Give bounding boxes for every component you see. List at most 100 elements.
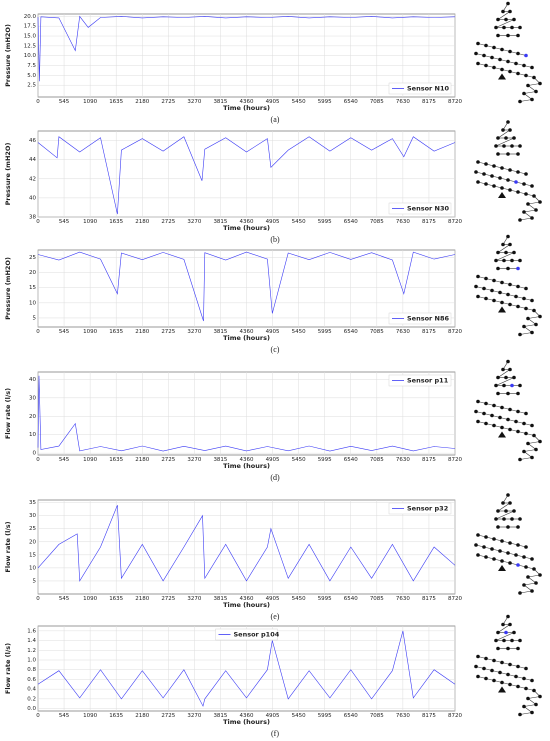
node — [492, 403, 496, 408]
node — [518, 218, 522, 222]
x-tick-label: 0 — [36, 596, 40, 602]
x-axis-label: Time (hours) — [223, 462, 270, 470]
node — [496, 391, 500, 396]
reservoir — [498, 565, 506, 571]
legend-label: Sensor N86 — [407, 315, 449, 323]
node — [530, 589, 534, 593]
node — [502, 383, 506, 388]
x-tick-label: 7630 — [396, 329, 410, 335]
caption: (a) — [271, 115, 280, 124]
node — [532, 308, 536, 313]
legend-label: Sensor p104 — [234, 631, 280, 639]
x-tick-label: 6540 — [344, 329, 358, 335]
node — [494, 258, 498, 263]
node — [484, 162, 488, 166]
node — [512, 136, 516, 140]
node — [532, 433, 536, 438]
pipe — [519, 332, 533, 335]
x-tick-label: 8720 — [448, 329, 462, 335]
node — [500, 405, 504, 410]
node — [506, 266, 510, 271]
node — [492, 658, 496, 663]
x-tick-label: 2180 — [135, 219, 149, 225]
node — [508, 128, 512, 132]
legend-label: Sensor p11 — [407, 377, 449, 385]
node — [498, 549, 502, 553]
x-tick-label: 7630 — [396, 713, 410, 719]
pipe — [523, 449, 537, 452]
pipe — [527, 83, 541, 86]
node — [496, 525, 500, 529]
x-axis-label: Time (hours) — [223, 104, 270, 112]
y-axis-label: Pressure (mH2O) — [4, 257, 12, 320]
x-tick-label: 8720 — [448, 596, 462, 602]
node — [508, 302, 512, 307]
node — [526, 202, 530, 206]
x-tick-label: 1090 — [83, 713, 97, 719]
y-tick-label: 40 — [29, 195, 36, 201]
x-tick-label: 2180 — [135, 329, 149, 335]
y-tick-label: 7.5 — [27, 63, 36, 69]
y-tick-label: 5 — [33, 315, 37, 321]
node — [530, 455, 534, 460]
node — [474, 543, 478, 547]
node — [530, 330, 534, 335]
node — [508, 561, 512, 565]
x-tick-label: 1635 — [109, 99, 123, 105]
node — [506, 359, 510, 364]
node — [498, 670, 502, 675]
node — [518, 99, 522, 104]
x-axis-label: Time (hours) — [223, 334, 270, 342]
node — [476, 274, 480, 279]
legend-box — [388, 202, 452, 215]
x-tick-label: 2180 — [135, 713, 149, 719]
caption: (c) — [271, 345, 280, 354]
x-tick-label: 8720 — [448, 219, 462, 225]
node — [476, 533, 480, 537]
node — [498, 290, 502, 295]
y-tick-label: 46 — [29, 138, 36, 144]
x-tick-label: 6540 — [344, 219, 358, 225]
node — [514, 553, 518, 557]
node — [530, 423, 534, 428]
node — [524, 306, 528, 311]
node — [534, 208, 538, 212]
y-tick-label: 10.0 — [24, 53, 37, 59]
node — [484, 276, 488, 281]
y-tick-label: 0.8 — [27, 667, 36, 673]
series-line — [37, 251, 456, 322]
node — [492, 678, 496, 683]
pipe — [495, 510, 515, 520]
x-tick-label: 5995 — [318, 596, 332, 602]
node — [502, 25, 506, 30]
y-tick-label: 0.2 — [27, 696, 36, 702]
node — [522, 555, 526, 559]
node — [530, 184, 534, 188]
y-tick-label: 20 — [29, 414, 36, 420]
node — [496, 250, 500, 255]
node — [496, 266, 500, 271]
node — [516, 429, 520, 434]
y-tick-label: 10 — [29, 432, 36, 438]
node — [516, 563, 520, 567]
node — [504, 136, 508, 140]
y-tick-label: 42 — [29, 176, 36, 182]
x-tick-label: 8175 — [422, 457, 436, 463]
x-tick-label: 5450 — [292, 713, 306, 719]
node — [516, 391, 520, 396]
x-tick-label: 0 — [36, 99, 40, 105]
y-axis-label: Pressure (mH2O) — [4, 143, 12, 206]
node — [508, 501, 512, 505]
node — [484, 43, 488, 48]
node — [524, 565, 528, 569]
node — [530, 557, 534, 561]
node — [522, 676, 526, 681]
y-tick-label: 35 — [29, 500, 36, 506]
node — [522, 704, 526, 709]
pipe — [527, 201, 541, 205]
node — [494, 517, 498, 521]
pipe — [497, 129, 511, 139]
x-tick-label: 545 — [59, 329, 70, 335]
node — [500, 425, 504, 430]
node — [508, 407, 512, 412]
